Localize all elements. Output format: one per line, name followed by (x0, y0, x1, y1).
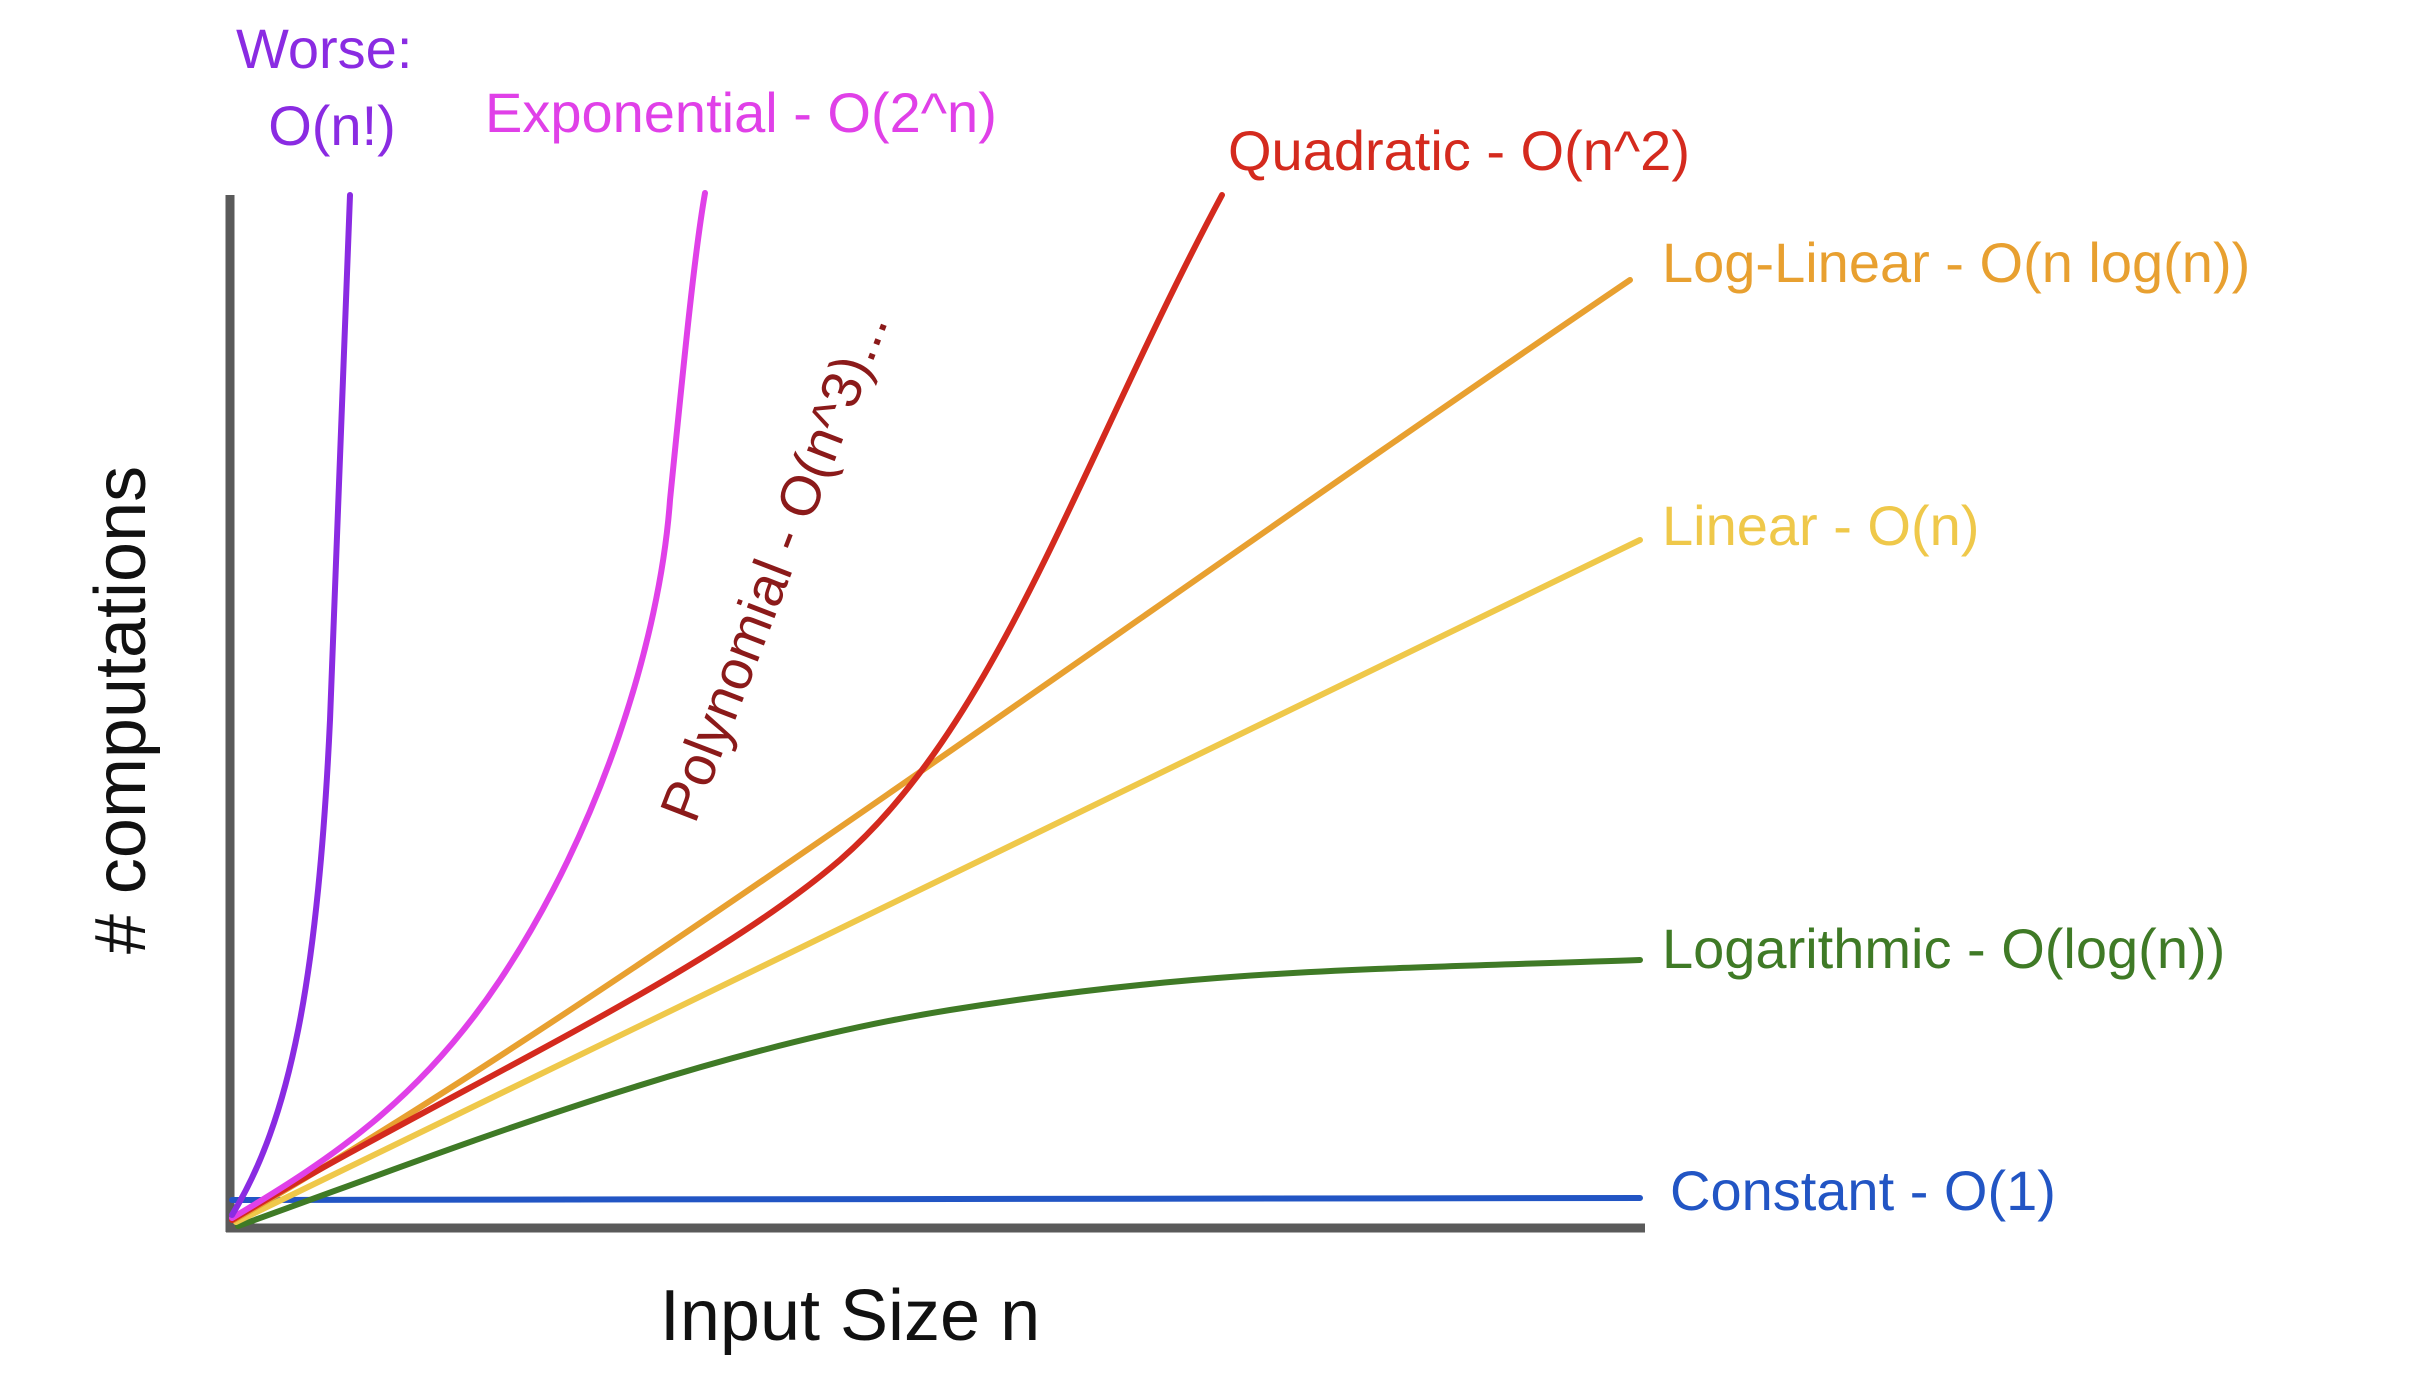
loglinear-label: Log-Linear - O(n log(n)) (1662, 231, 2250, 294)
logarithmic-curve (235, 957, 1643, 1229)
constant-curve (229, 1195, 1643, 1203)
factorial-label-line-2: O(n!) (268, 94, 396, 157)
linear-label: Linear - O(n) (1662, 494, 1979, 557)
linear-curve (233, 537, 1643, 1225)
loglinear-curve (231, 277, 1633, 1223)
quadratic-curve (229, 192, 1225, 1223)
series-labels: Worse: O(n!) Exponential - O(2^n) Polyno… (236, 17, 2250, 1222)
factorial-label-line-1: Worse: (236, 17, 412, 80)
x-axis-title: Input Size n (660, 1276, 1040, 1356)
constant-label: Constant - O(1) (1670, 1159, 2056, 1222)
logarithmic-label: Logarithmic - O(log(n)) (1662, 917, 2225, 980)
y-axis-title: # computations (81, 466, 161, 954)
exponential-label: Exponential - O(2^n) (485, 81, 997, 144)
factorial-label: Worse: O(n!) (236, 17, 428, 157)
quadratic-label: Quadratic - O(n^2) (1228, 119, 1690, 182)
exponential-curve (229, 190, 708, 1221)
factorial-curve (229, 192, 353, 1218)
series-curves (229, 190, 1643, 1229)
polynomial-label: Polynomial - O(n^3)... (647, 303, 899, 829)
